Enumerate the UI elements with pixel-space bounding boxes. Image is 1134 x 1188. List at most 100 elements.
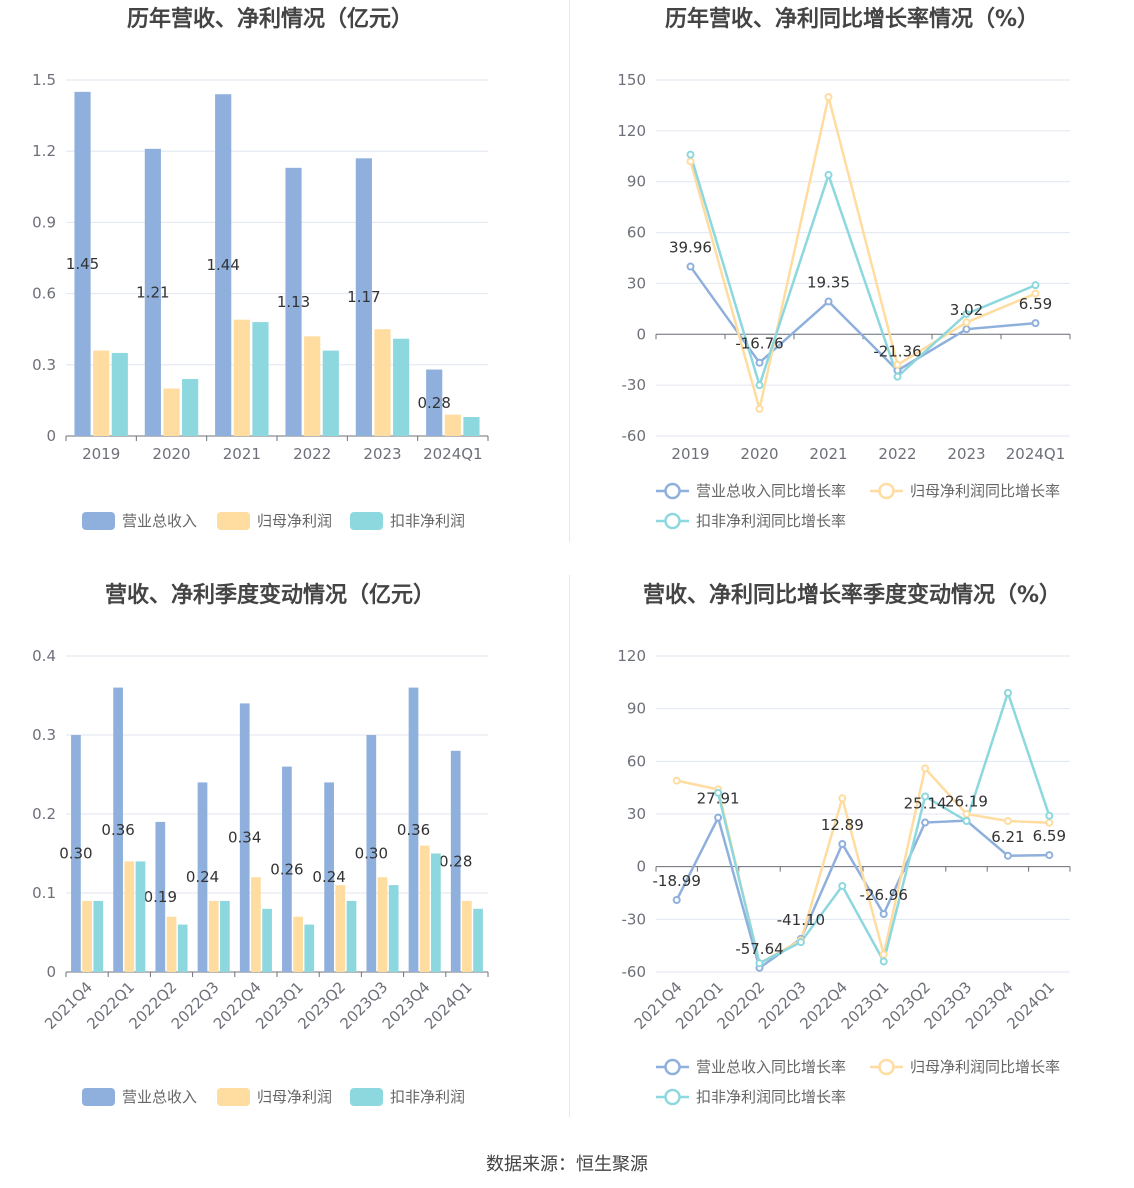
- legend-item[interactable]: 扣非净利润同比增长率: [656, 512, 846, 530]
- bar-data-label: 0.28: [417, 394, 450, 412]
- legend-item[interactable]: 扣非净利润同比增长率: [656, 1088, 846, 1106]
- bar-revenue: [144, 148, 161, 436]
- y-tick-label: 0.1: [32, 884, 56, 902]
- line-data-label: -57.64: [735, 940, 783, 958]
- bar-data-label: 1.17: [347, 288, 380, 306]
- bar-deducted-profit: [388, 885, 399, 972]
- bar-data-label: 0.28: [439, 852, 472, 870]
- series-point: [879, 909, 888, 918]
- series-point: [962, 817, 971, 826]
- bar-net-profit: [374, 329, 391, 436]
- bar-data-label: 1.44: [206, 256, 239, 274]
- bar-deducted-profit: [304, 924, 315, 972]
- line-data-label: 26.19: [945, 793, 988, 811]
- legend-label: 营业总收入同比增长率: [696, 1058, 846, 1076]
- series-point: [962, 318, 971, 327]
- line-data-label: -21.36: [873, 342, 921, 360]
- legend-label: 归母净利润同比增长率: [910, 1058, 1060, 1076]
- bar-net-profit: [163, 388, 180, 436]
- line-data-label: 6.59: [1033, 827, 1066, 845]
- x-tick-label: 2020: [152, 445, 190, 463]
- bar-deducted-profit: [177, 924, 188, 972]
- legend-item[interactable]: 扣非净利润: [350, 1088, 465, 1106]
- x-tick-label: 2023: [363, 445, 401, 463]
- chart-title: 营收、净利同比增长率季度变动情况（%）: [643, 582, 1061, 608]
- y-tick-label: 0.3: [32, 726, 56, 744]
- legend-swatch: [217, 512, 250, 530]
- bar-data-label: 0.36: [101, 821, 134, 839]
- bar-data-label: 0.24: [186, 868, 219, 886]
- series-point: [879, 957, 888, 966]
- series-point: [672, 776, 681, 785]
- y-tick-label: -30: [622, 910, 647, 928]
- legend-item[interactable]: 扣非净利润: [350, 512, 465, 530]
- legend-item[interactable]: 归母净利润: [217, 512, 332, 530]
- series-point: [672, 896, 681, 905]
- series-point: [921, 792, 930, 801]
- bar-data-label: 1.13: [277, 293, 310, 311]
- legend-swatch: [217, 1088, 250, 1106]
- bar-revenue: [366, 735, 377, 972]
- bar-revenue: [355, 158, 372, 436]
- legend-item[interactable]: 营业总收入: [82, 1088, 197, 1106]
- y-tick-label: 0: [636, 858, 646, 876]
- legend-label: 归母净利润同比增长率: [910, 482, 1060, 500]
- bar-net-profit: [82, 900, 92, 972]
- series-point: [838, 794, 847, 803]
- legend-label: 扣非净利润: [390, 1088, 465, 1106]
- annual-growth-line-chart: 历年营收、净利同比增长率情况（%） -60 -30 0 30 60 90 120 150 2019…: [617, 6, 1071, 530]
- bar-deducted-profit: [431, 853, 441, 972]
- legend-label: 归母净利润: [257, 1088, 332, 1106]
- line-data-label: -26.96: [860, 886, 908, 904]
- series-point: [962, 325, 971, 334]
- series-point: [686, 262, 695, 271]
- series-point: [755, 381, 764, 390]
- series-point: [921, 818, 930, 827]
- legend-item[interactable]: 营业总收入同比增长率: [656, 1058, 846, 1076]
- vertical-divider-top: [569, 0, 570, 542]
- series-point: [824, 297, 833, 306]
- bar-net-profit: [462, 900, 472, 972]
- legend-item[interactable]: 营业总收入: [82, 512, 197, 530]
- vertical-divider-bottom: [569, 575, 570, 1117]
- line-data-label: 6.21: [991, 828, 1024, 846]
- legend-item[interactable]: 归母净利润同比增长率: [870, 482, 1060, 500]
- bar-revenue: [239, 703, 250, 972]
- x-tick-label: 2023: [947, 445, 985, 463]
- legend-label: 营业总收入同比增长率: [696, 482, 846, 500]
- legend-marker: [664, 482, 681, 500]
- x-tick-label: 2020: [740, 445, 778, 463]
- bar-net-profit: [419, 845, 430, 972]
- bar-deducted-profit: [463, 417, 480, 436]
- series-point: [824, 92, 833, 101]
- legend-marker: [664, 1058, 681, 1076]
- bar-data-label: 0.24: [312, 868, 345, 886]
- series-line: [689, 154, 1036, 390]
- bar-deducted-profit: [346, 900, 357, 972]
- bar-deducted-profit: [182, 379, 199, 436]
- bar-data-label: 0.30: [355, 845, 388, 863]
- bar-data-label: 1.21: [136, 283, 169, 301]
- line-data-label: 12.89: [821, 816, 864, 834]
- y-tick-label: 0: [636, 325, 646, 343]
- bar-deducted-profit: [393, 338, 410, 436]
- series-point: [893, 360, 902, 369]
- line-data-label: -18.99: [653, 872, 701, 890]
- bar-net-profit: [335, 885, 346, 972]
- legend-swatch: [82, 512, 115, 530]
- y-tick-label: 120: [617, 122, 646, 140]
- bar-revenue: [426, 369, 443, 436]
- bar-data-label: 0.19: [144, 888, 177, 906]
- y-tick-label: 0.6: [32, 285, 56, 303]
- legend-item[interactable]: 归母净利润: [217, 1088, 332, 1106]
- bar-deducted-profit: [220, 900, 230, 972]
- legend-item[interactable]: 归母净利润同比增长率: [870, 1058, 1060, 1076]
- series-point: [755, 404, 764, 413]
- bar-revenue: [74, 91, 91, 436]
- series-point: [921, 764, 930, 773]
- series-point: [755, 358, 764, 367]
- y-tick-label: 0: [46, 427, 56, 445]
- x-tick-label: 2024Q1: [1006, 445, 1066, 463]
- legend-label: 扣非净利润同比增长率: [696, 1088, 846, 1106]
- legend-item[interactable]: 营业总收入同比增长率: [656, 482, 846, 500]
